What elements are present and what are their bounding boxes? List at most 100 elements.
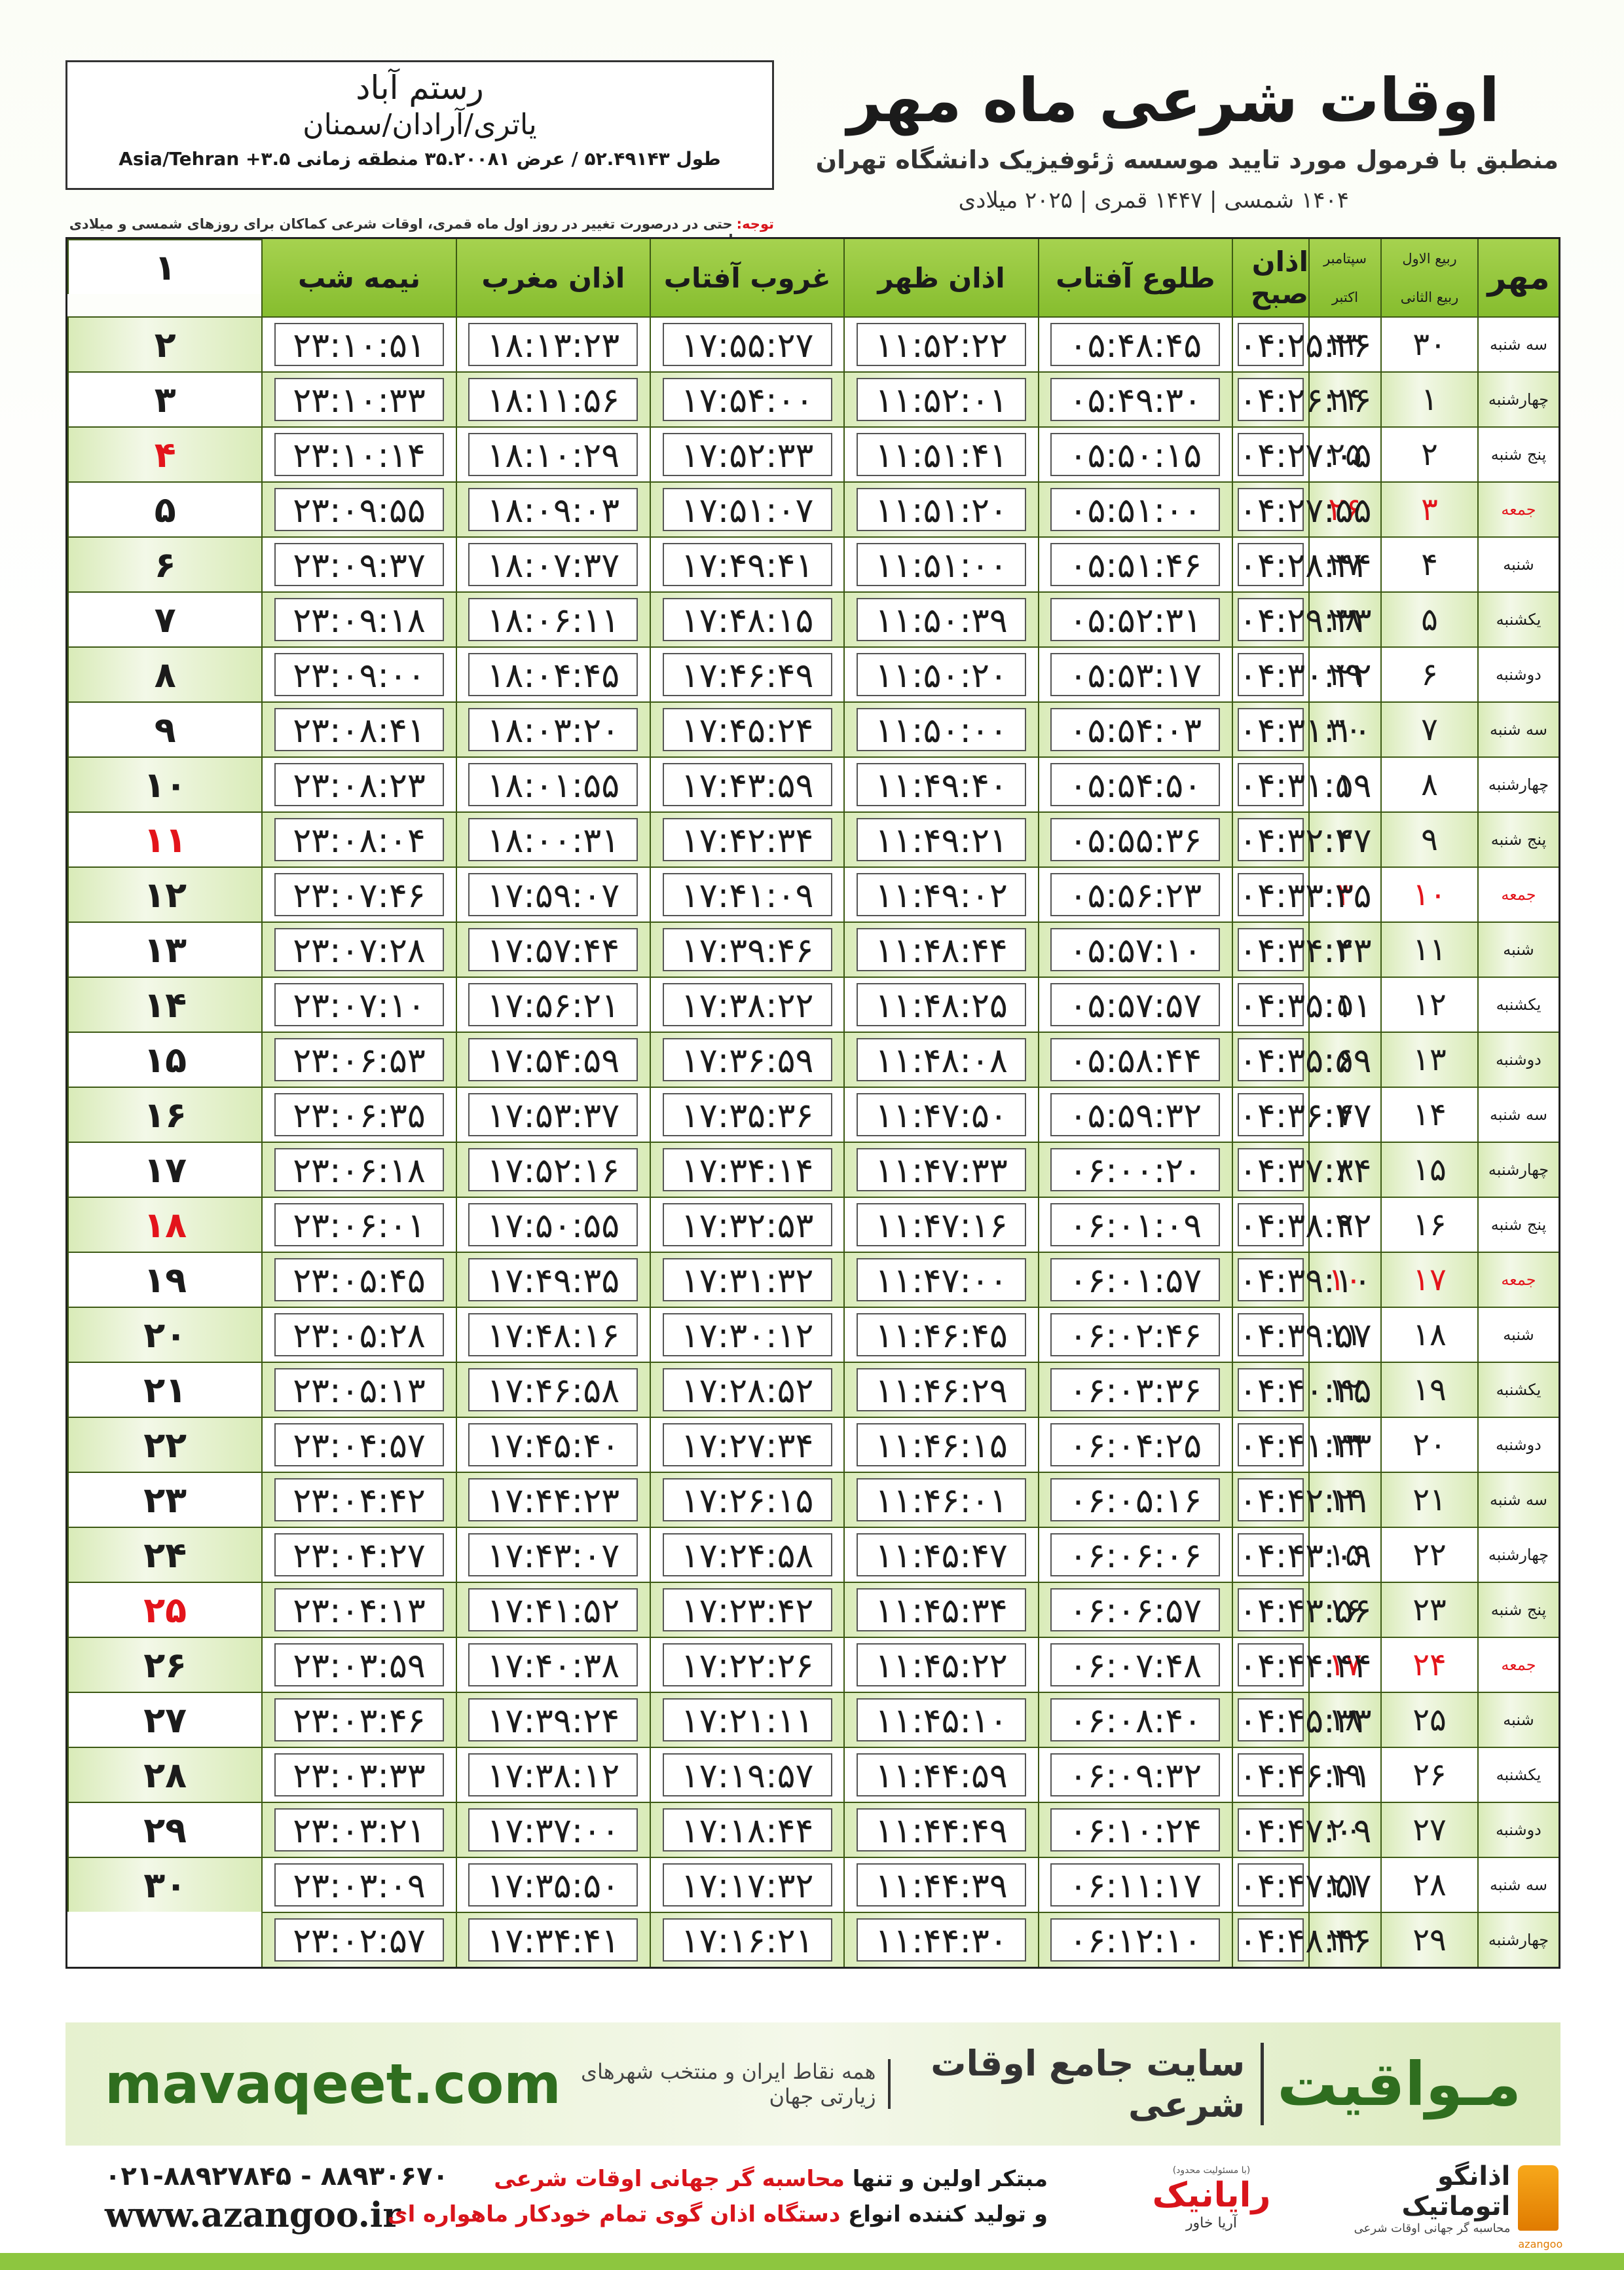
- time-cell: ۱۷:۵۱:۰۷: [650, 481, 844, 536]
- date-number: ۱۳: [1380, 1032, 1477, 1087]
- time-cell: ۰۴:۳۰:۲۲: [1232, 646, 1371, 701]
- banner: مـواقیت سایت جامع اوقات شرعی همه نقاط ای…: [65, 2022, 1560, 2146]
- time-cell: ۱۷:۴۵:۲۴: [650, 701, 844, 756]
- weekday: سه شنبه: [1477, 1857, 1559, 1912]
- time: ۱۷:۴۲:۳۴: [662, 818, 832, 861]
- time-cell: ۱۷:۲۷:۳۴: [650, 1417, 844, 1472]
- time: ۱۷:۲۴:۵۸: [662, 1533, 832, 1576]
- time: ۱۷:۴۵:۲۴: [662, 708, 832, 751]
- subtitle: منطبق با فرمول مورد تایید موسسه ژئوفیزیک…: [815, 145, 1559, 174]
- time-cell: ۲۳:۰۵:۴۵: [261, 1252, 456, 1307]
- day-number: ۲۴: [67, 1527, 262, 1582]
- day-number: ۱۱: [67, 811, 262, 866]
- time: ۱۱:۵۰:۰۰: [857, 708, 1027, 751]
- time-cell: ۱۱:۴۶:۱۵: [843, 1417, 1038, 1472]
- time: ۱۷:۵۱:۰۷: [662, 488, 832, 531]
- time-cell: ۲۳:۰۶:۱۸: [261, 1142, 456, 1197]
- time: ۲۳:۰۵:۴۵: [274, 1258, 445, 1301]
- time-cell: ۱۷:۵۴:۵۹: [455, 1032, 650, 1087]
- day-number: ۹: [67, 701, 262, 756]
- date-number: ۲۲: [1308, 1912, 1380, 1967]
- time: ۲۳:۰۷:۱۰: [274, 983, 445, 1026]
- coordinates: طول ۵۲.۴۹۱۴۳ / عرض ۳۵.۲۰۰۸۱ منطقه زمانی …: [119, 148, 721, 170]
- date-number: ۲۸: [1380, 1857, 1477, 1912]
- time-cell: ۱۱:۵۱:۴۱: [843, 426, 1038, 481]
- time: ۰۵:۵۷:۱۰: [1050, 928, 1221, 971]
- time-cell: ۲۳:۰۸:۴۱: [261, 701, 456, 756]
- time: ۲۳:۰۵:۱۳: [274, 1368, 445, 1411]
- time: ۰۶:۰۴:۲۵: [1050, 1423, 1221, 1466]
- time-cell: ۱۱:۴۷:۰۰: [843, 1252, 1038, 1307]
- column-header-part: ربیع الثانی: [1400, 289, 1459, 305]
- time: ۲۳:۰۴:۱۳: [274, 1588, 445, 1631]
- date-number: ۲۷: [1380, 1802, 1477, 1857]
- time-cell: ۱۷:۴۸:۱۶: [455, 1307, 650, 1362]
- day-number: ۱۰: [67, 756, 262, 811]
- weekday: شنبه: [1477, 1692, 1559, 1747]
- time: ۰۵:۵۶:۲۳: [1050, 873, 1221, 916]
- time-cell: ۱۱:۴۹:۴۰: [843, 756, 1038, 811]
- time-cell: ۰۶:۱۲:۱۰: [1037, 1912, 1232, 1967]
- time-cell: ۰۴:۳۳:۳۵: [1232, 866, 1371, 921]
- time: ۱۷:۵۰:۵۵: [468, 1203, 638, 1246]
- time: ۰۴:۴۷:۵۷: [1237, 1863, 1371, 1907]
- date-number: ۹: [1380, 811, 1477, 866]
- time: ۲۳:۰۶:۱۸: [274, 1148, 445, 1191]
- day-number: ۲۵: [67, 1582, 262, 1637]
- date-number: ۲۵: [1308, 426, 1380, 481]
- day-number: ۷: [67, 591, 262, 646]
- time-cell: ۱۷:۳۰:۱۲: [650, 1307, 844, 1362]
- time-cell: ۱۱:۴۶:۰۱: [843, 1472, 1038, 1527]
- time: ۱۷:۳۸:۲۲: [662, 983, 832, 1026]
- date-number: ۱۷: [1308, 1637, 1380, 1692]
- time: ۰۶:۱۰:۲۴: [1050, 1808, 1221, 1851]
- time: ۱۷:۳۱:۳۲: [662, 1258, 832, 1301]
- day-number: ۲۱: [67, 1362, 262, 1417]
- time: ۱۷:۲۶:۱۵: [662, 1478, 832, 1521]
- time: ۱۱:۵۲:۲۲: [857, 323, 1027, 366]
- time-cell: ۱۷:۵۲:۳۳: [650, 426, 844, 481]
- time-cell: ۱۷:۳۴:۴۱: [455, 1912, 650, 1967]
- time: ۰۶:۰۱:۰۹: [1050, 1203, 1221, 1246]
- weekday: جمعه: [1477, 1252, 1559, 1307]
- date-number: ۱۹: [1380, 1362, 1477, 1417]
- time: ۱۸:۱۰:۲۹: [468, 433, 638, 476]
- time-cell: ۰۵:۵۰:۱۵: [1037, 426, 1232, 481]
- time-cell: ۰۶:۰۴:۲۵: [1037, 1417, 1232, 1472]
- time-cell: ۱۷:۳۹:۴۶: [650, 921, 844, 977]
- time-cell: ۲۳:۰۳:۰۹: [261, 1857, 456, 1912]
- weekday: یکشنبه: [1477, 977, 1559, 1032]
- column-header-part: سپتامبر: [1323, 250, 1367, 267]
- website[interactable]: mavaqeet.com: [105, 2052, 561, 2116]
- time: ۰۴:۲۷:۵۵: [1237, 488, 1371, 531]
- time-cell: ۱۱:۴۸:۲۵: [843, 977, 1038, 1032]
- time-cell: ۱۱:۴۸:۴۴: [843, 921, 1038, 977]
- time-cell: ۱۷:۴۹:۳۵: [455, 1252, 650, 1307]
- time: ۰۴:۳۷:۳۴: [1237, 1148, 1371, 1191]
- time: ۰۴:۳۱:۱۰: [1237, 708, 1371, 751]
- time: ۰۶:۰۹:۳۲: [1050, 1753, 1221, 1796]
- date-number: ۳۰: [1380, 316, 1477, 371]
- time-cell: ۱۱:۵۲:۰۱: [843, 371, 1038, 426]
- time-cell: ۱۷:۴۲:۳۴: [650, 811, 844, 866]
- year-line: ۱۴۰۴ شمسی | ۱۴۴۷ قمری | ۲۰۲۵ میلادی: [958, 187, 1349, 214]
- time-cell: ۰۵:۵۵:۳۶: [1037, 811, 1232, 866]
- time-cell: ۱۷:۴۰:۳۸: [455, 1637, 650, 1692]
- time-cell: ۰۵:۴۸:۴۵: [1037, 316, 1232, 371]
- time: ۱۱:۴۹:۲۱: [857, 818, 1027, 861]
- website[interactable]: www.azangoo.ir: [105, 2195, 401, 2235]
- time: ۱۷:۳۴:۱۴: [662, 1148, 832, 1191]
- time-cell: ۰۶:۰۶:۰۶: [1037, 1527, 1232, 1582]
- weekday: سه شنبه: [1477, 316, 1559, 371]
- time: ۰۴:۳۳:۳۵: [1237, 873, 1371, 916]
- time-cell: ۰۴:۳۴:۲۳: [1232, 921, 1371, 977]
- time: ۱۱:۴۴:۴۹: [857, 1808, 1027, 1851]
- time: ۱۷:۱۷:۳۲: [662, 1863, 832, 1907]
- time: ۱۷:۱۸:۴۴: [662, 1808, 832, 1851]
- phone: ۰۲۱-۸۸۹۲۷۸۴۵ - ۸۸۹۳۰۶۷۰: [105, 2161, 449, 2191]
- time: ۱۷:۱۶:۲۱: [662, 1918, 832, 1962]
- time-cell: ۱۷:۴۹:۴۱: [650, 536, 844, 591]
- time: ۱۷:۳۷:۰۰: [468, 1808, 638, 1851]
- time-cell: ۱۸:۰۳:۲۰: [455, 701, 650, 756]
- time-cell: ۲۳:۰۳:۲۱: [261, 1802, 456, 1857]
